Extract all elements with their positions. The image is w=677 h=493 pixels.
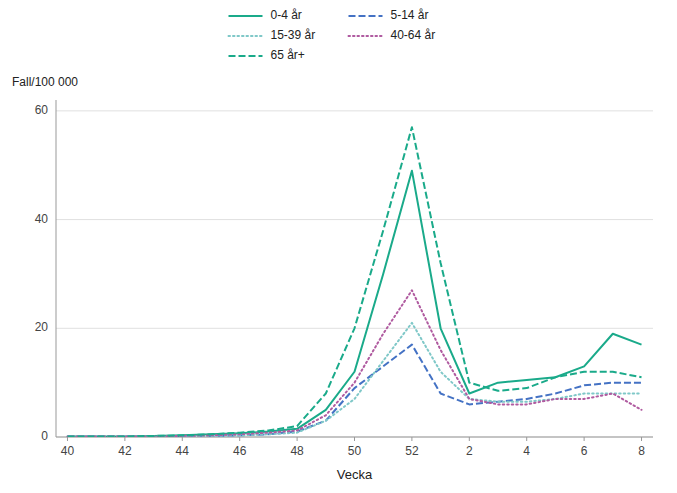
legend-item: 65 år+ xyxy=(229,48,305,62)
legend-item: 0-4 år xyxy=(229,8,302,22)
grid-line xyxy=(56,110,653,111)
legend: 0-4 år 5-14 år 15-39 år 40-64 år 65 år+ xyxy=(229,8,436,62)
legend-label: 65 år+ xyxy=(271,48,305,62)
legend-label: 40-64 år xyxy=(391,28,436,42)
legend-label: 5-14 år xyxy=(391,8,429,22)
series-line xyxy=(67,323,641,437)
x-tick-label: 48 xyxy=(290,444,304,458)
series-line xyxy=(67,127,641,436)
y-tick-label: 40 xyxy=(35,212,49,226)
legend-label: 0-4 år xyxy=(271,8,302,22)
x-tick xyxy=(297,437,298,441)
legend-swatch xyxy=(229,35,263,37)
x-tick-label: 46 xyxy=(233,444,247,458)
x-tick xyxy=(239,437,240,441)
x-tick-label: 2 xyxy=(466,444,473,458)
x-tick xyxy=(182,437,183,441)
y-grid xyxy=(56,111,653,437)
legend-item: 40-64 år xyxy=(349,28,436,42)
legend-item: 15-39 år xyxy=(229,28,316,42)
x-tick-label: 8 xyxy=(638,444,645,458)
x-tick xyxy=(641,437,642,441)
x-tick-label: 50 xyxy=(348,444,362,458)
x-tick-label: 44 xyxy=(176,444,190,458)
chart: 0204060404244464850522468VeckaFall/100 0… xyxy=(0,0,677,493)
legend-swatch xyxy=(349,15,383,17)
background xyxy=(0,0,677,493)
x-tick xyxy=(469,437,470,441)
x-tick-label: 42 xyxy=(118,444,132,458)
legend-swatch xyxy=(229,55,263,57)
series-line xyxy=(67,290,641,436)
x-tick-label: 40 xyxy=(61,444,75,458)
x-axis-label: Vecka xyxy=(337,467,373,482)
y-tick-label: 20 xyxy=(35,320,49,334)
legend-item: 5-14 år xyxy=(349,8,429,22)
legend-swatch xyxy=(349,35,383,37)
series-line xyxy=(67,345,641,437)
x-tick xyxy=(354,437,355,441)
grid-line xyxy=(56,219,653,220)
y-axis-label: Fall/100 000 xyxy=(12,75,78,89)
y-axis xyxy=(56,100,57,437)
lines xyxy=(67,127,641,436)
x-tick xyxy=(124,437,125,441)
x-tick-label: 52 xyxy=(405,444,419,458)
legend-swatch xyxy=(229,15,263,17)
x-tick-label: 6 xyxy=(581,444,588,458)
x-tick xyxy=(411,437,412,441)
x-tick xyxy=(526,437,527,441)
x-tick xyxy=(67,437,68,441)
y-tick-label: 0 xyxy=(41,429,48,443)
legend-label: 15-39 år xyxy=(271,28,316,42)
series-line xyxy=(67,171,641,437)
x-tick xyxy=(584,437,585,441)
x-tick-label: 4 xyxy=(523,444,530,458)
y-tick-label: 60 xyxy=(35,103,49,117)
